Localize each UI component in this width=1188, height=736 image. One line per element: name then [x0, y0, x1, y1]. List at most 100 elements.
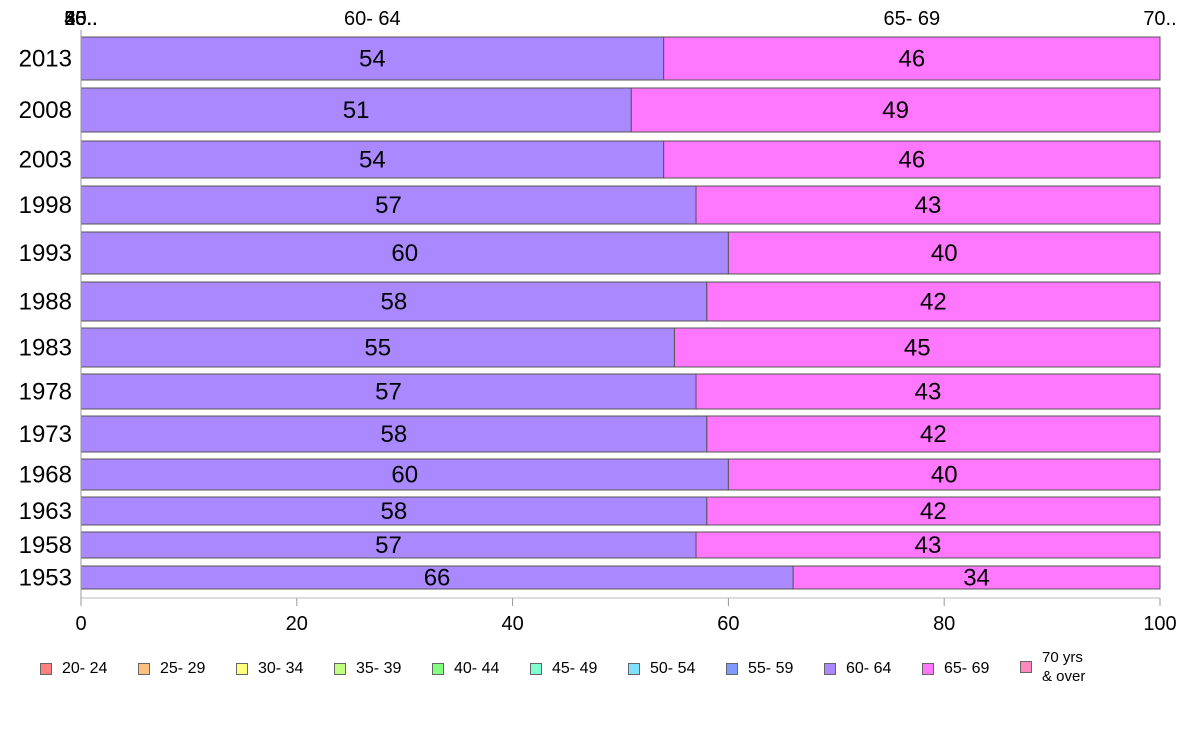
- bar-value-label: 42: [920, 289, 947, 316]
- bar-segment: [663, 140, 1161, 179]
- top-series-label: 25..: [64, 8, 97, 30]
- bar-value-label: 46: [898, 46, 925, 73]
- legend-item: 35- 39: [334, 659, 401, 678]
- top-series-label: 45..: [64, 8, 97, 30]
- bar-value-label: 45: [904, 335, 931, 362]
- legend-swatch: [824, 662, 836, 675]
- bar-value-label: 57: [375, 192, 402, 219]
- bar-value-label: 51: [343, 97, 370, 124]
- x-tick-label: 40: [501, 613, 523, 635]
- legend-label: 70 yrs & over: [1042, 649, 1086, 685]
- bar-value-label: 58: [381, 421, 408, 448]
- bar-segment: [706, 496, 1161, 526]
- bar-segment: [80, 87, 632, 133]
- legend-label: 65- 69: [944, 660, 990, 677]
- legend-swatch: [922, 662, 934, 675]
- legend-item: 45- 49: [530, 659, 597, 678]
- legend-item: 55- 59: [726, 659, 793, 678]
- bar-segment: [695, 531, 1161, 559]
- legend-item: 70 yrs & over: [1020, 648, 1085, 686]
- bar-value-label: 42: [920, 421, 947, 448]
- top-series-label: 30..: [64, 8, 97, 30]
- x-tick-label: 0: [75, 613, 86, 635]
- bar-segment: [80, 281, 708, 322]
- legend-label: 25- 29: [160, 660, 206, 677]
- bar-segment: [663, 36, 1161, 81]
- legend: 20- 24 25- 29 30- 34 35- 39 40- 44 45- 49 50- …: [40, 648, 1160, 690]
- y-tick-label: 1968: [19, 462, 72, 489]
- top-series-label: 55..: [64, 8, 97, 30]
- legend-label: 60- 64: [846, 660, 892, 677]
- y-tick-label: 2003: [19, 147, 72, 174]
- top-series-label: 65- 69: [883, 8, 940, 30]
- bar-segment: [695, 185, 1161, 225]
- bar-value-label: 58: [381, 289, 408, 316]
- legend-item: 65- 69: [922, 659, 989, 678]
- legend-swatch: [40, 662, 52, 675]
- bar-value-label: 66: [424, 565, 451, 592]
- bar-value-label: 57: [375, 379, 402, 406]
- y-tick-label: 2008: [19, 97, 72, 124]
- bar-segment: [727, 231, 1161, 275]
- y-tick-label: 1998: [19, 192, 72, 219]
- legend-item: 50- 54: [628, 659, 695, 678]
- bar-segment: [80, 373, 697, 410]
- legend-swatch: [726, 662, 738, 675]
- bar-segment: [792, 565, 1161, 590]
- bar-segment: [80, 458, 729, 491]
- bar-segment: [706, 415, 1161, 453]
- bar-value-label: 49: [882, 97, 909, 124]
- bar-value-label: 34: [963, 565, 990, 592]
- bar-segment: [80, 327, 675, 368]
- x-tick-label: 100: [1143, 613, 1176, 635]
- legend-item: 20- 24: [40, 659, 107, 678]
- legend-label: 45- 49: [552, 660, 598, 677]
- bar-value-label: 43: [915, 379, 942, 406]
- legend-label: 35- 39: [356, 660, 402, 677]
- y-tick-label: 1963: [19, 498, 72, 525]
- legend-swatch: [236, 662, 248, 675]
- legend-swatch: [1020, 661, 1032, 673]
- bar-value-label: 58: [381, 498, 408, 525]
- stacked-bar-chart: 20..25..30..35..40..45..50..55.. 60- 64 65…: [19, 8, 1177, 635]
- y-tick-label: 1993: [19, 240, 72, 267]
- bar-value-label: 46: [898, 147, 925, 174]
- x-tick-label: 60: [717, 613, 739, 635]
- bar-value-label: 60: [391, 462, 418, 489]
- bar-value-label: 60: [391, 240, 418, 267]
- bar-value-label: 54: [359, 46, 386, 73]
- top-series-label: 50..: [64, 8, 97, 30]
- y-tick-label: 1973: [19, 421, 72, 448]
- legend-label: 55- 59: [748, 660, 794, 677]
- bar-value-label: 43: [915, 532, 942, 559]
- legend-swatch: [334, 662, 346, 675]
- y-tick-label: 1978: [19, 379, 72, 406]
- legend-swatch: [432, 662, 444, 675]
- y-tick-label: 2013: [19, 46, 72, 73]
- x-tick-label: 80: [933, 613, 955, 635]
- bar-segment: [80, 231, 729, 275]
- bar-segment: [673, 327, 1161, 368]
- legend-label: 50- 54: [650, 660, 696, 677]
- bar-value-label: 54: [359, 147, 386, 174]
- legend-label: 40- 44: [454, 660, 500, 677]
- top-series-label: 40..: [64, 8, 97, 30]
- legend-item: 40- 44: [432, 659, 499, 678]
- bar-value-label: 43: [915, 192, 942, 219]
- bar-segment: [80, 496, 708, 526]
- bar-segment: [630, 87, 1161, 133]
- top-series-label: 20..: [64, 8, 97, 30]
- y-tick-label: 1988: [19, 289, 72, 316]
- legend-swatch: [530, 662, 542, 675]
- bar-segment: [80, 36, 665, 81]
- bar-value-label: 40: [931, 462, 958, 489]
- y-tick-label: 1983: [19, 335, 72, 362]
- legend-item: 60- 64: [824, 659, 891, 678]
- legend-swatch: [138, 662, 150, 675]
- legend-label: 20- 24: [62, 660, 108, 677]
- y-tick-label: 1958: [19, 532, 72, 559]
- legend-item: 30- 34: [236, 659, 303, 678]
- legend-item: 25- 29: [138, 659, 205, 678]
- top-series-label: 35..: [64, 8, 97, 30]
- bar-value-label: 57: [375, 532, 402, 559]
